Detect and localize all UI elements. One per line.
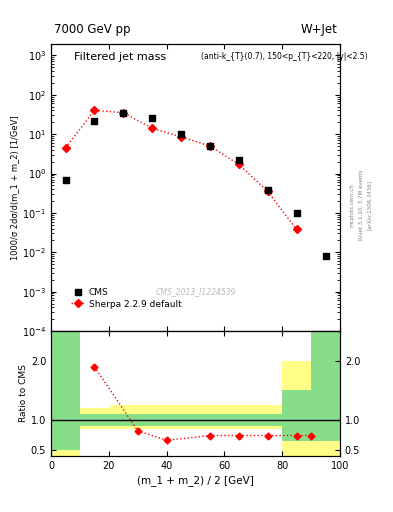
Sherpa 2.2.9 default [92, 108, 97, 114]
Y-axis label: 1000/σ 2dσ/d(m_1 + m_2) [1/GeV]: 1000/σ 2dσ/d(m_1 + m_2) [1/GeV] [10, 115, 19, 260]
Text: 7000 GeV pp: 7000 GeV pp [54, 24, 130, 36]
CMS [264, 186, 271, 194]
CMS [149, 114, 155, 122]
Sherpa 2.2.9 default [294, 226, 299, 232]
Sherpa 2.2.9 default [150, 125, 154, 132]
Line: Sherpa 2.2.9 default: Sherpa 2.2.9 default [63, 108, 299, 232]
Text: (anti-k_{T}(0.7), 150<p_{T}<220, |y|<2.5): (anti-k_{T}(0.7), 150<p_{T}<220, |y|<2.5… [201, 52, 368, 61]
Sherpa 2.2.9 default [63, 145, 68, 151]
CMS [120, 109, 127, 117]
Text: Rivet 3.1.10, 3.7M events: Rivet 3.1.10, 3.7M events [358, 169, 363, 240]
CMS [236, 156, 242, 164]
CMS [178, 130, 184, 138]
Text: [arXiv:1306.3436]: [arXiv:1306.3436] [367, 180, 372, 230]
Text: mcplots.cern.ch: mcplots.cern.ch [349, 183, 354, 227]
Sherpa 2.2.9 default [179, 134, 184, 140]
Text: CMS_2013_I1224539: CMS_2013_I1224539 [155, 288, 236, 296]
CMS [322, 252, 329, 260]
Sherpa 2.2.9 default [121, 110, 126, 116]
Text: Filtered jet mass: Filtered jet mass [74, 52, 166, 62]
Sherpa 2.2.9 default [237, 161, 241, 167]
Sherpa 2.2.9 default [208, 143, 212, 149]
Text: W+Jet: W+Jet [300, 24, 337, 36]
Sherpa 2.2.9 default [265, 188, 270, 195]
Legend: CMS, Sherpa 2.2.9 default: CMS, Sherpa 2.2.9 default [67, 284, 185, 312]
CMS [62, 176, 69, 184]
CMS [207, 142, 213, 150]
CMS [294, 209, 300, 217]
CMS [91, 117, 97, 125]
X-axis label: (m_1 + m_2) / 2 [GeV]: (m_1 + m_2) / 2 [GeV] [137, 475, 254, 485]
Y-axis label: Ratio to CMS: Ratio to CMS [19, 365, 28, 422]
